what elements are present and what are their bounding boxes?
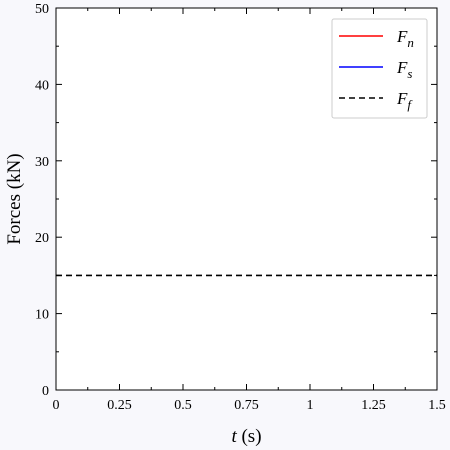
legend-label-fn: Fn (396, 27, 414, 50)
x-tick-label: 0.25 (107, 398, 132, 413)
x-axis-unit: (s) (237, 426, 262, 447)
y-tick-label: 40 (35, 78, 49, 93)
legend-label-subscript: n (407, 35, 414, 50)
y-axis-label: Forces (kN) (4, 153, 25, 244)
legend-label-fs: Fs (396, 58, 412, 81)
legend-label-ff: Ff (396, 89, 413, 112)
legend-label-subscript: s (407, 66, 412, 81)
y-tick-label: 10 (35, 308, 49, 323)
y-tick-label: 30 (35, 155, 49, 170)
x-tick-label: 0.5 (174, 398, 192, 413)
y-tick-label: 20 (35, 231, 49, 246)
x-axis-label: t (s) (231, 426, 261, 447)
legend-label-main: F (396, 89, 408, 108)
x-tick-label: 1 (307, 398, 314, 413)
legend-label-main: F (396, 58, 408, 77)
legend-label-main: F (396, 27, 408, 46)
x-axis-variable: t (231, 426, 237, 447)
y-tick-label: 0 (42, 384, 49, 399)
y-tick-label: 50 (35, 2, 49, 17)
x-tick-label: 0.75 (234, 398, 259, 413)
legend-box (331, 18, 428, 119)
x-tick-label: 0 (53, 398, 60, 413)
legend-label-subscript: f (407, 97, 413, 112)
x-tick-label: 1.5 (428, 398, 446, 413)
x-tick-label: 1.25 (361, 398, 386, 413)
